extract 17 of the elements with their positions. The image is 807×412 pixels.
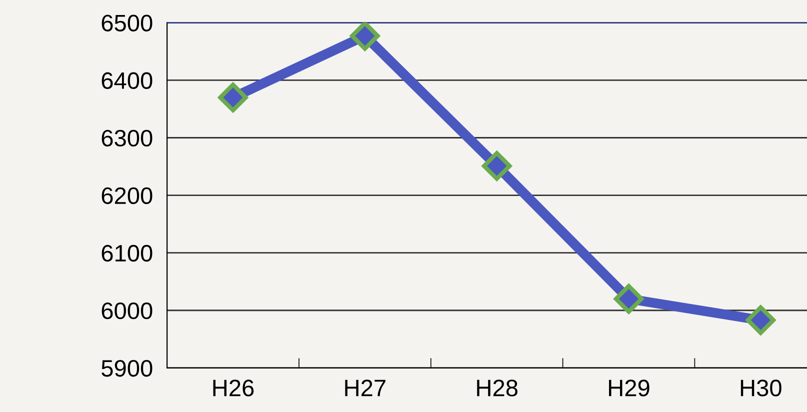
y-tick-label: 6100 <box>102 244 152 262</box>
x-tick-label: H30 <box>740 380 782 396</box>
y-tick-label: 5900 <box>102 360 152 377</box>
x-tick-label: H29 <box>609 380 650 396</box>
x-tick-label: H26 <box>213 380 254 396</box>
x-tick-label: H27 <box>345 380 386 396</box>
point <box>350 22 380 51</box>
x-tick-label: H28 <box>477 380 518 396</box>
y-tick-label: 6400 <box>102 72 152 89</box>
point <box>218 82 248 112</box>
y-tick-label: 6300 <box>102 130 152 147</box>
point <box>614 284 644 314</box>
y-tick-label: 6200 <box>102 187 152 204</box>
y-tick-label: 6500 <box>102 14 152 32</box>
y-tick-label: 6000 <box>102 302 152 320</box>
point <box>482 151 512 181</box>
point <box>746 305 776 336</box>
